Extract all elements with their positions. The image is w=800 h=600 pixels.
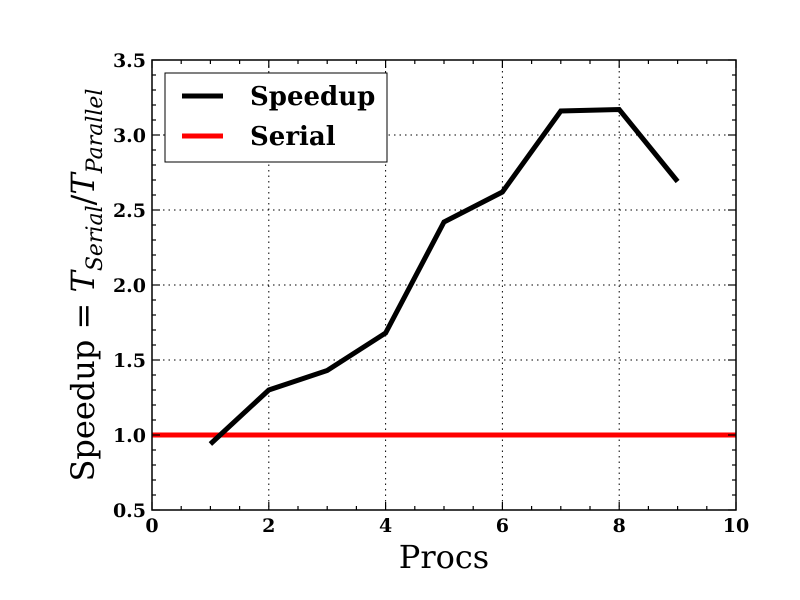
- series-line-speedup: [208, 106, 680, 446]
- y-axis-label-prefix: Speedup =: [64, 292, 102, 481]
- y-tick-label: 1.0: [113, 425, 146, 447]
- legend-label-speedup: Speedup: [250, 82, 375, 112]
- y-axis-label-sub1: Serial: [83, 205, 108, 271]
- legend: Speedup Serial: [164, 72, 388, 163]
- x-tick-label: 6: [496, 515, 509, 537]
- legend-box: [164, 72, 388, 163]
- plot-frame: [151, 59, 737, 511]
- x-tick-label: 2: [262, 515, 275, 537]
- y-axis-label-t2: T: [64, 171, 102, 195]
- x-tick-label: 0: [145, 515, 158, 537]
- y-tick-label: 3.5: [113, 50, 146, 72]
- y-axis-label-sub2: Parallel: [83, 89, 108, 175]
- y-axis-label: Speedup = TSerial/TParallel: [64, 89, 108, 482]
- y-tick-label: 2.5: [113, 200, 146, 222]
- y-axis-label-slash: /: [64, 194, 102, 205]
- y-tick-label: 3.0: [113, 125, 146, 147]
- tick-labels: 0 2 4 6 8 10 0.5 1.0 1.5 2.0 2.5 3.0 3.5: [113, 50, 749, 537]
- x-axis-label: Procs: [399, 538, 489, 576]
- x-tick-label: 4: [379, 515, 392, 537]
- y-axis-label-t1: T: [64, 268, 102, 292]
- x-tick-label: 8: [613, 515, 626, 537]
- series-group: [152, 106, 736, 446]
- y-tick-label: 2.0: [113, 275, 146, 297]
- y-tick-label: 1.5: [113, 350, 146, 372]
- x-tick-label: 10: [723, 515, 749, 537]
- y-tick-label: 0.5: [113, 500, 146, 522]
- plot-area: [152, 106, 736, 446]
- legend-label-serial: Serial: [250, 122, 336, 152]
